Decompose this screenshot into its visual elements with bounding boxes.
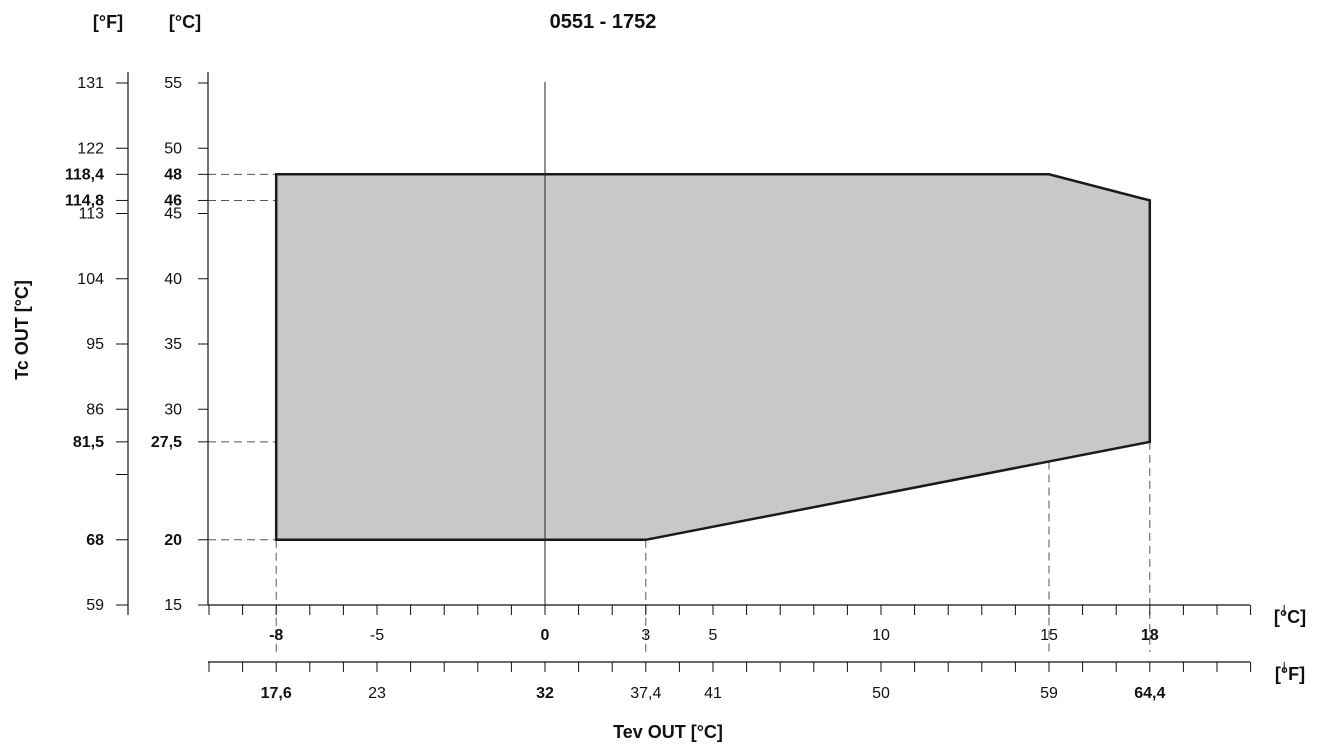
x-axis-label: Tev OUT [°C]: [613, 722, 723, 742]
x-tick-label-celsius: 3: [641, 627, 650, 644]
y-tick-label-fahrenheit: 68: [86, 532, 104, 549]
y-tick-label-celsius: 27,5: [151, 434, 182, 451]
chart-title: 0551 - 1752: [550, 11, 657, 33]
y-tick-label-celsius: 48: [164, 166, 182, 183]
y-tick-label-celsius: 45: [164, 206, 182, 223]
x-tick-label-celsius: 10: [872, 627, 890, 644]
x-tick-label-celsius: 18: [1141, 627, 1159, 644]
y-tick-label-fahrenheit: 81,5: [73, 434, 104, 451]
x-tick-label-fahrenheit: 37,4: [630, 685, 661, 702]
x-tick-label-fahrenheit: 41: [704, 685, 722, 702]
envelope-area: [274, 82, 1152, 605]
y-tick-label-fahrenheit: 131: [77, 75, 104, 92]
x-tick-label-celsius: 15: [1040, 627, 1058, 644]
x-tick-label-fahrenheit: 64,4: [1134, 685, 1165, 702]
x-tick-label-fahrenheit: 50: [872, 685, 890, 702]
y-tick-label-celsius: 46: [164, 192, 182, 209]
y-tick-label-fahrenheit: 118,4: [65, 166, 104, 183]
x-tick-label-celsius: -5: [370, 627, 384, 644]
y-tick-label-celsius: 40: [164, 271, 182, 288]
x-tick-label-fahrenheit: 23: [368, 685, 386, 702]
y-tick-label-celsius: 15: [164, 597, 182, 614]
y-tick-label-celsius: 35: [164, 336, 182, 353]
x-tick-label-celsius: 0: [541, 627, 550, 644]
y-tick-label-fahrenheit: 86: [86, 401, 104, 418]
x-tick-label-fahrenheit: 59: [1040, 685, 1058, 702]
y-tick-label-celsius: 50: [164, 140, 182, 157]
y-unit-celsius: [°C]: [169, 12, 201, 32]
x-tick-label-fahrenheit: 17,6: [261, 685, 292, 702]
y-tick-label-fahrenheit: 104: [77, 271, 104, 288]
x-axis-fahrenheit: 17,6 23 32 37,4 41 50 59 64,4: [261, 685, 1166, 702]
y-tick-label-fahrenheit: 59: [86, 597, 104, 614]
x-tick-label-celsius: 5: [709, 627, 718, 644]
y-tick-label-fahrenheit: 95: [86, 336, 104, 353]
x-unit-celsius: [°C]: [1274, 607, 1306, 627]
x-tick-label-fahrenheit: 32: [536, 685, 554, 702]
y-axis-label: Tc OUT [°C]: [12, 280, 32, 380]
y-tick-label-celsius: 55: [164, 75, 182, 92]
y-tick-label-celsius: 20: [164, 532, 182, 549]
envelope-polygon: [274, 173, 1152, 542]
x-unit-fahrenheit: [°F]: [1275, 664, 1305, 684]
y-unit-fahrenheit: [°F]: [93, 12, 123, 32]
x-axis-celsius: -8 -5 0 3 5 10 15 18: [269, 627, 1159, 644]
chart-axes: [127, 72, 1285, 672]
x-tick-label-celsius: -8: [269, 627, 283, 644]
y-tick-label-fahrenheit: 122: [77, 140, 104, 157]
y-tick-label-fahrenheit: 114,8: [65, 192, 104, 209]
y-tick-label-fahrenheit: 113: [78, 206, 104, 223]
y-tick-label-celsius: 30: [164, 401, 182, 418]
